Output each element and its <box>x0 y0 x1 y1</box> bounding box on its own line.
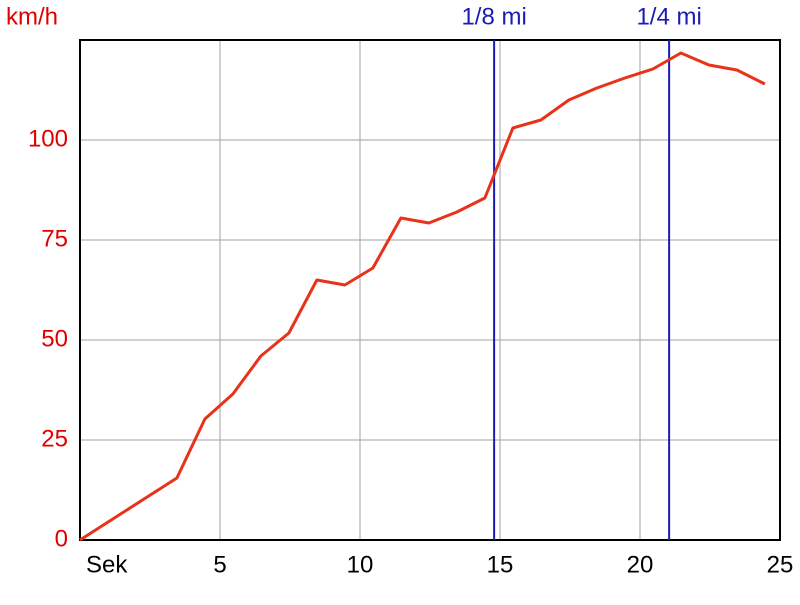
marker-label: 1/8 mi <box>461 3 526 30</box>
x-axis-label: Sek <box>86 551 128 578</box>
x-tick-label: 15 <box>487 551 514 578</box>
y-tick-label: 50 <box>41 325 68 352</box>
y-tick-label: 25 <box>41 425 68 452</box>
y-tick-label: 75 <box>41 225 68 252</box>
plot-frame <box>79 39 781 541</box>
y-tick-label: 0 <box>55 525 68 552</box>
x-tick-label: 20 <box>627 551 654 578</box>
x-tick-label: 10 <box>347 551 374 578</box>
speed-line <box>79 51 766 542</box>
y-tick-label: 100 <box>28 125 68 152</box>
marker-label: 1/4 mi <box>636 3 701 30</box>
x-tick-label: 5 <box>213 551 226 578</box>
x-tick-label: 25 <box>767 551 794 578</box>
y-axis-label: km/h <box>6 3 58 30</box>
